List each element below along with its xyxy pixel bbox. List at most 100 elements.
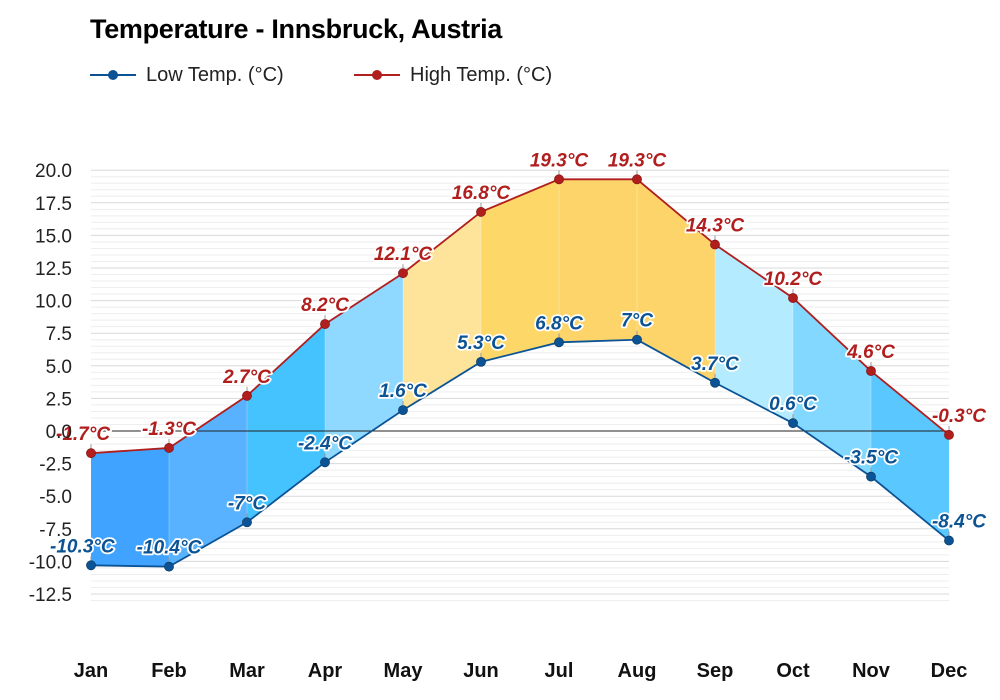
series-lines bbox=[90, 178, 950, 568]
data-points bbox=[86, 170, 954, 572]
low-temp-point bbox=[632, 334, 642, 345]
y-tick-label: 15.0 bbox=[35, 226, 72, 247]
temperature-band bbox=[637, 179, 715, 383]
high-temp-label: 12.1°C bbox=[374, 244, 433, 265]
x-tick-label: Aug bbox=[618, 660, 657, 682]
high-temp-label: 16.8°C bbox=[452, 183, 511, 204]
temperature-band bbox=[403, 211, 481, 411]
y-tick-label: -10.0 bbox=[29, 552, 72, 573]
high-temp-line bbox=[90, 178, 950, 455]
y-tick-label: -7.5 bbox=[39, 520, 72, 541]
high-temp-label: 8.2°C bbox=[301, 295, 349, 316]
high-temp-label: 19.3°C bbox=[608, 150, 667, 171]
low-temp-label: 0.6°C bbox=[769, 394, 817, 415]
temperature-band bbox=[481, 179, 559, 362]
low-temp-label: -10.3°C bbox=[50, 536, 115, 557]
high-temp-point bbox=[242, 390, 252, 401]
high-temp-point bbox=[710, 239, 720, 250]
low-temp-label: -2.4°C bbox=[298, 433, 352, 454]
low-temp-label: -7°C bbox=[228, 493, 266, 514]
y-tick-label: 17.5 bbox=[35, 194, 72, 215]
low-temp-point bbox=[242, 517, 252, 528]
high-temp-point bbox=[866, 366, 876, 376]
temperature-bands bbox=[91, 179, 949, 567]
low-temp-label: 7°C bbox=[621, 311, 653, 332]
y-tick-label: 0.0 bbox=[46, 422, 72, 443]
low-temp-point bbox=[164, 561, 174, 572]
axes: 20.0 17.5 15.0 12.5 10.0 7.5 5.0 2.5 0.0 -2.5 -5.0… bbox=[29, 161, 968, 682]
temperature-band bbox=[325, 273, 403, 463]
legend-low-marker-icon bbox=[90, 70, 136, 80]
y-tick-label: -12.5 bbox=[29, 585, 72, 606]
y-tick-label: 12.5 bbox=[35, 259, 72, 280]
x-tick-label: Jun bbox=[463, 660, 499, 682]
high-temp-point bbox=[398, 268, 408, 279]
temperature-band bbox=[793, 297, 871, 477]
y-tick-label: 5.0 bbox=[46, 357, 72, 378]
high-temp-label: 19.3°C bbox=[530, 150, 589, 171]
high-temp-point bbox=[632, 174, 642, 185]
temperature-band bbox=[247, 324, 325, 523]
low-temp-point bbox=[866, 471, 876, 482]
y-tick-label: 20.0 bbox=[35, 161, 72, 182]
low-temp-point bbox=[320, 457, 330, 468]
temperature-band bbox=[559, 179, 637, 343]
low-temp-point bbox=[788, 418, 798, 429]
x-tick-label: Mar bbox=[229, 660, 265, 682]
x-tick-label: Sep bbox=[697, 660, 734, 682]
temperature-band bbox=[715, 244, 793, 424]
low-temp-label: 6.8°C bbox=[535, 313, 583, 334]
low-temp-label: -8.4°C bbox=[932, 512, 986, 533]
high-temp-label: 4.6°C bbox=[846, 342, 895, 363]
data-labels: -1.7°C -1.3°C 2.7°C 8.2°C 12.1°C 16.8°C 19.3°C… bbox=[48, 149, 988, 561]
x-tick-label: Dec bbox=[931, 660, 968, 682]
legend-high-marker-icon bbox=[354, 70, 400, 80]
low-temp-point bbox=[476, 356, 486, 367]
temperature-band bbox=[871, 371, 949, 541]
low-temp-point bbox=[554, 337, 564, 348]
low-temp-label: 3.7°C bbox=[691, 354, 739, 375]
x-tick-label: Oct bbox=[776, 660, 810, 682]
temperature-band bbox=[169, 395, 247, 567]
high-temp-label: 2.7°C bbox=[222, 367, 271, 388]
low-temp-point bbox=[710, 377, 720, 388]
high-temp-label: 10.2°C bbox=[764, 269, 823, 290]
temperature-band bbox=[91, 447, 169, 567]
low-temp-point bbox=[944, 535, 954, 546]
high-temp-label: -0.3°C bbox=[932, 406, 986, 427]
x-tick-label: Jan bbox=[74, 660, 108, 682]
x-tick-label: Feb bbox=[151, 660, 187, 682]
x-tick-label: May bbox=[384, 660, 424, 682]
high-temp-point bbox=[320, 319, 330, 329]
x-tick-label: Apr bbox=[308, 660, 343, 682]
high-temp-point bbox=[944, 430, 954, 440]
high-temp-point bbox=[788, 293, 798, 303]
low-temp-line bbox=[90, 338, 950, 568]
y-tick-label: 7.5 bbox=[46, 324, 72, 345]
low-temp-label: 5.3°C bbox=[457, 333, 505, 354]
x-tick-label: Jul bbox=[545, 660, 574, 682]
chart-title: Temperature - Innsbruck, Austria bbox=[90, 14, 502, 44]
legend-item-low[interactable]: Low Temp. (°C) bbox=[88, 62, 284, 88]
high-temp-label: -1.3°C bbox=[142, 419, 196, 440]
low-temp-label: -10.4°C bbox=[137, 538, 202, 559]
high-temp-point bbox=[554, 174, 564, 185]
low-temp-point bbox=[398, 405, 408, 416]
legend-low-label: Low Temp. (°C) bbox=[146, 63, 284, 86]
high-temp-point bbox=[86, 448, 96, 459]
x-tick-label: Nov bbox=[852, 660, 891, 682]
high-temp-point bbox=[164, 443, 174, 453]
y-tick-label: -2.5 bbox=[39, 455, 72, 476]
y-tick-label: -5.0 bbox=[39, 487, 72, 508]
y-tick-label: 2.5 bbox=[46, 389, 72, 410]
y-tick-label: 10.0 bbox=[35, 292, 72, 313]
legend-item-high[interactable]: High Temp. (°C) bbox=[352, 62, 552, 88]
high-temp-point bbox=[476, 207, 486, 217]
high-temp-label: 14.3°C bbox=[686, 216, 745, 237]
low-temp-point bbox=[86, 560, 96, 571]
low-temp-label: -3.5°C bbox=[844, 448, 898, 469]
low-temp-label: 1.6°C bbox=[379, 381, 427, 402]
high-temp-label: -1.7°C bbox=[56, 424, 110, 445]
legend-high-label: High Temp. (°C) bbox=[410, 63, 553, 86]
